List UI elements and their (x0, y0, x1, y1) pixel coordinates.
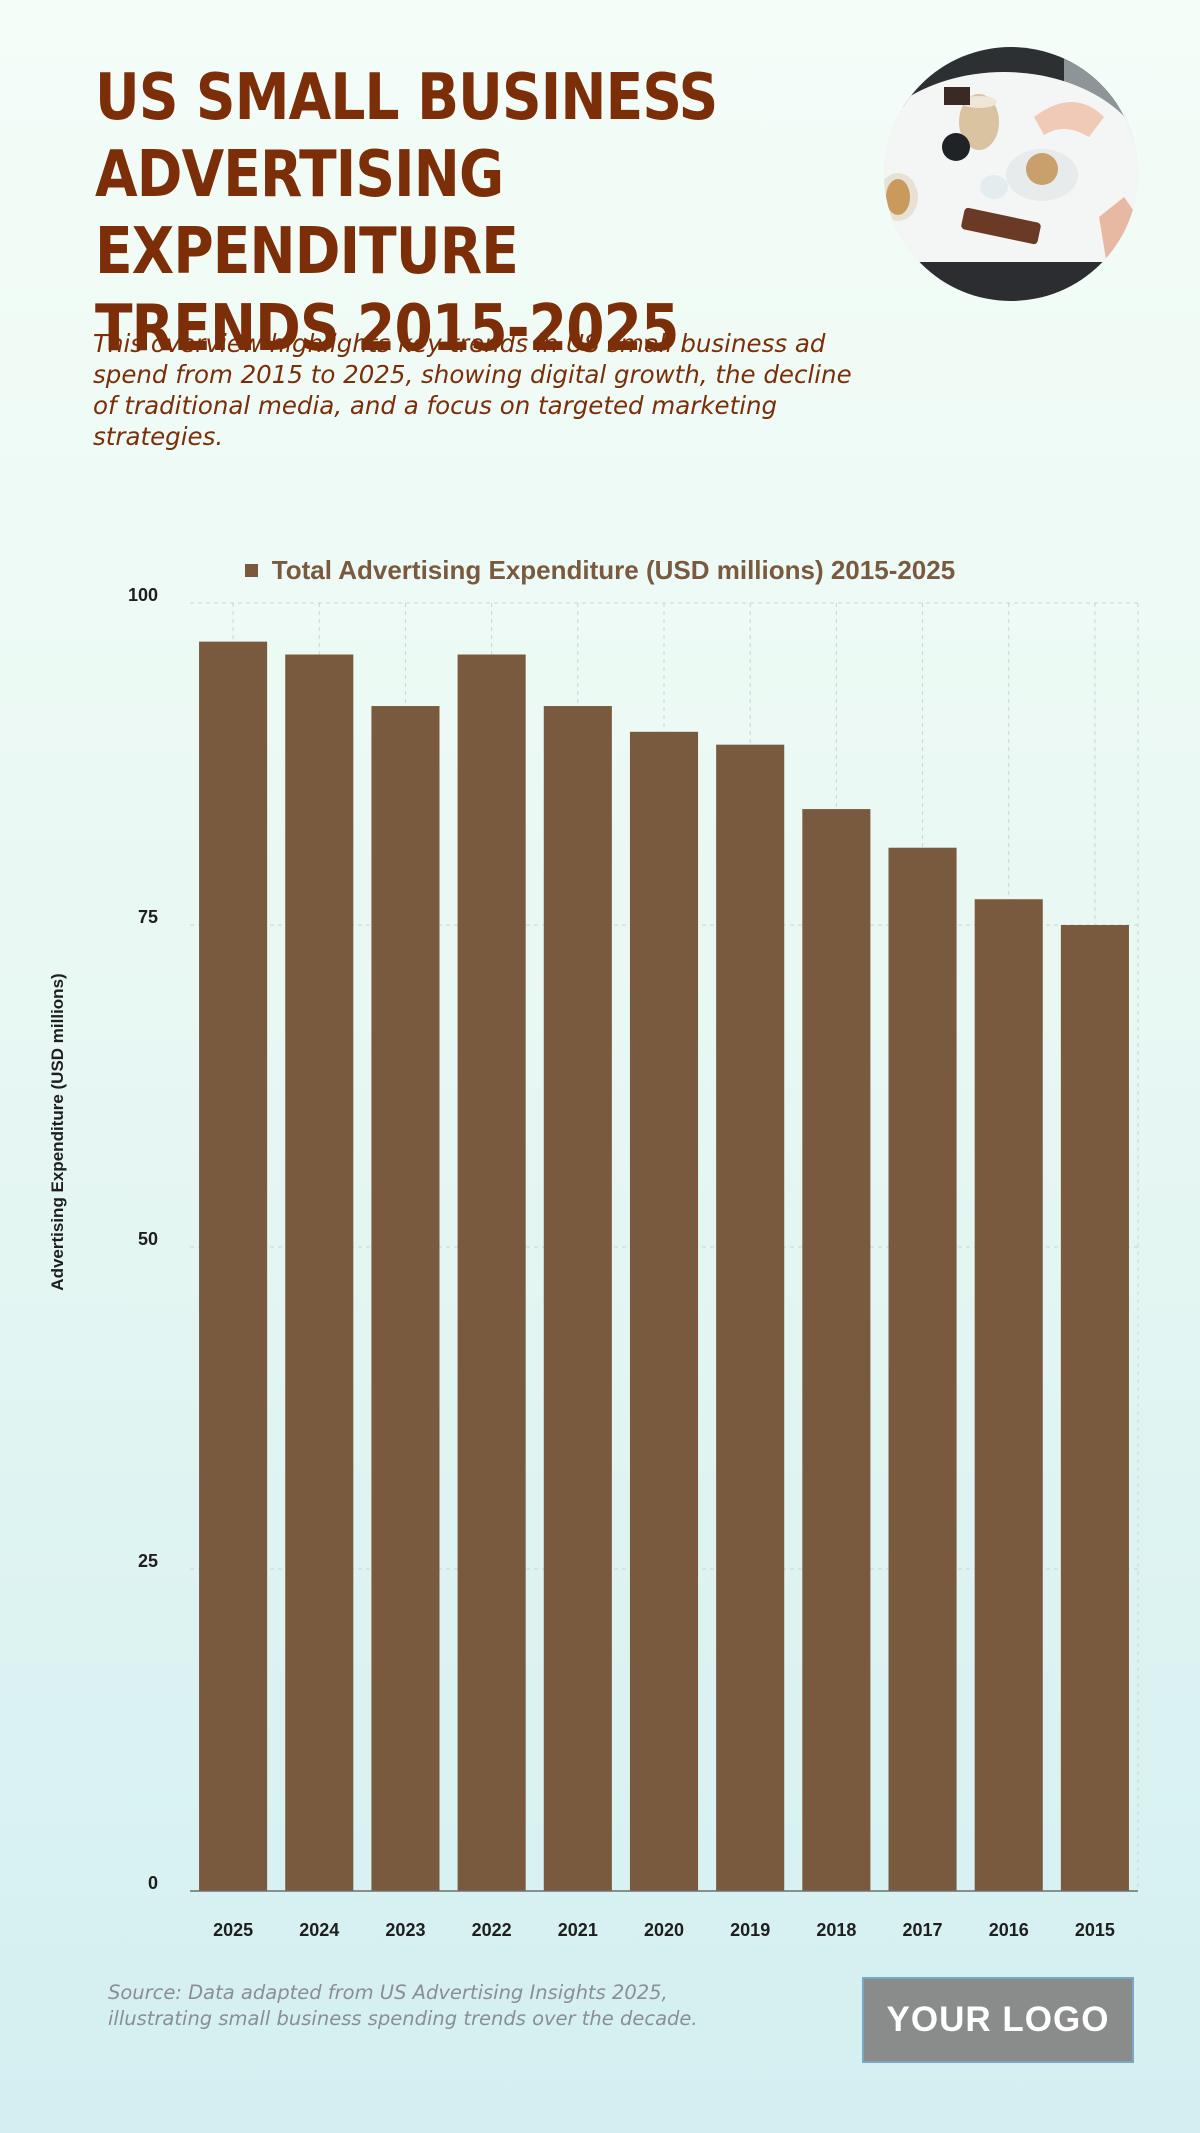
page-subtitle: This overview highlights key trends in U… (93, 329, 852, 451)
bar-2024 (285, 654, 354, 1891)
logo-placeholder: YOUR LOGO (862, 1977, 1134, 2063)
y-tick-label: 50 (138, 1229, 158, 1249)
chart-axes: 0 25 50 75 100 2025 2024 2023 2022 2021 2020 2019 20… (128, 585, 1138, 1940)
x-tick-label: 2018 (816, 1920, 856, 1940)
bar-2019 (716, 744, 785, 1892)
page-title: US SMALL BUSINESS ADVERTISING EXPENDITUR… (95, 61, 718, 366)
x-tick-label: 2023 (385, 1920, 425, 1940)
bar-2015 (1060, 925, 1129, 1891)
bar-2016 (974, 899, 1043, 1891)
bar-2020 (629, 731, 699, 1891)
chart-bars (199, 641, 1129, 1892)
x-tick-label: 2021 (558, 1920, 598, 1940)
bar-2025 (199, 641, 268, 1891)
y-tick-label: 100 (128, 585, 158, 605)
bar-2021 (543, 706, 612, 1891)
x-tick-label: 2017 (903, 1920, 943, 1940)
legend-label: Total Advertising Expenditure (USD milli… (271, 554, 956, 585)
y-axis-title: Advertising Expenditure (USD millions) (48, 973, 67, 1290)
y-tick-label: 75 (138, 907, 158, 927)
y-tick-label: 0 (148, 1873, 158, 1893)
source-note: Source: Data adapted from US Advertising… (108, 1981, 698, 2030)
x-tick-label: 2024 (299, 1920, 339, 1940)
legend-swatch (244, 563, 258, 577)
y-tick-label: 25 (138, 1551, 158, 1571)
x-tick-label: 2015 (1075, 1920, 1115, 1940)
x-tick-label: 2016 (989, 1920, 1029, 1940)
bar-2017 (888, 847, 957, 1891)
bar-chart: 0 25 50 75 100 2025 2024 2023 2022 2021 2020 2019 20… (48, 585, 1139, 1940)
bar-2022 (457, 654, 526, 1891)
bar-2018 (802, 809, 871, 1891)
x-tick-label: 2022 (472, 1920, 512, 1940)
bar-2023 (371, 706, 440, 1891)
x-tick-label: 2019 (730, 1920, 770, 1940)
x-tick-label: 2025 (213, 1920, 253, 1940)
x-tick-label: 2020 (644, 1920, 684, 1940)
chart-legend: Total Advertising Expenditure (USD milli… (0, 552, 1200, 588)
